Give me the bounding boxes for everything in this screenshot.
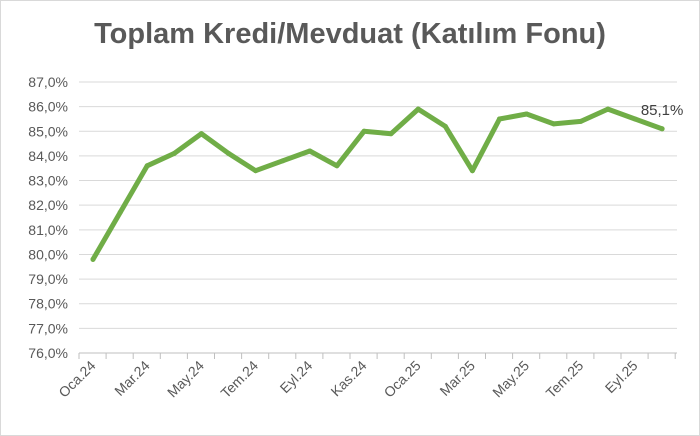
x-tick-label: Kas.24 bbox=[327, 357, 369, 399]
data-labels: 85,1% bbox=[641, 102, 684, 119]
data-point bbox=[578, 118, 584, 124]
data-point bbox=[605, 106, 611, 112]
y-tick-label: 77,0% bbox=[28, 320, 68, 336]
x-tick-label: May.25 bbox=[489, 357, 532, 400]
gridlines bbox=[79, 81, 677, 354]
data-point bbox=[524, 111, 530, 117]
data-point bbox=[361, 128, 367, 134]
y-tick-label: 78,0% bbox=[28, 296, 68, 312]
y-tick-label: 80,0% bbox=[28, 246, 68, 262]
y-axis-ticks: 76,0% 77,0% 78,0% 79,0% 80,0% 81,0% 82,0% 83,0%… bbox=[28, 74, 68, 361]
x-tick-label: May.24 bbox=[164, 357, 207, 400]
data-point bbox=[198, 131, 204, 137]
data-point bbox=[307, 148, 313, 154]
x-tick-label: Mar.25 bbox=[436, 357, 478, 399]
data-point bbox=[442, 123, 448, 129]
data-point bbox=[659, 126, 665, 132]
data-point bbox=[90, 256, 96, 262]
x-tick-label: Eyl.24 bbox=[277, 357, 316, 396]
data-point bbox=[117, 210, 123, 216]
y-tick-label: 87,0% bbox=[28, 74, 68, 90]
y-tick-label: 83,0% bbox=[28, 173, 68, 189]
data-point bbox=[280, 158, 286, 164]
data-point bbox=[469, 168, 475, 174]
x-tick-label: Eyl.25 bbox=[602, 357, 641, 396]
data-point bbox=[497, 116, 502, 122]
y-tick-label: 82,0% bbox=[28, 197, 68, 213]
data-point bbox=[632, 116, 638, 122]
x-tick-label: Oca.25 bbox=[381, 357, 424, 400]
x-tick-label: Oca.24 bbox=[55, 357, 98, 400]
x-axis: Oca.24 Mar.24 May.24 Tem.24 Eyl.24 Kas.24 Oca.… bbox=[55, 352, 677, 401]
data-point bbox=[253, 168, 259, 174]
y-tick-label: 76,0% bbox=[28, 345, 68, 361]
chart-title: Toplam Kredi/Mevduat (Katılım Fonu) bbox=[94, 18, 606, 50]
x-tick-label: Tem.24 bbox=[217, 357, 261, 401]
series-group bbox=[90, 106, 665, 262]
data-point bbox=[144, 163, 150, 169]
y-tick-label: 84,0% bbox=[28, 148, 68, 164]
data-point bbox=[551, 121, 557, 127]
y-tick-label: 85,0% bbox=[28, 123, 68, 139]
data-label: 85,1% bbox=[641, 102, 684, 119]
y-tick-label: 81,0% bbox=[28, 222, 68, 238]
y-tick-label: 79,0% bbox=[28, 271, 68, 287]
y-tick-label: 86,0% bbox=[28, 99, 68, 115]
x-tick-label: Tem.25 bbox=[543, 357, 587, 401]
data-point bbox=[334, 163, 340, 169]
data-point bbox=[171, 150, 177, 156]
data-point bbox=[415, 106, 421, 112]
data-point bbox=[226, 150, 231, 156]
series-line bbox=[90, 106, 665, 262]
x-tick-label: Mar.24 bbox=[111, 357, 153, 399]
data-point bbox=[388, 131, 394, 137]
